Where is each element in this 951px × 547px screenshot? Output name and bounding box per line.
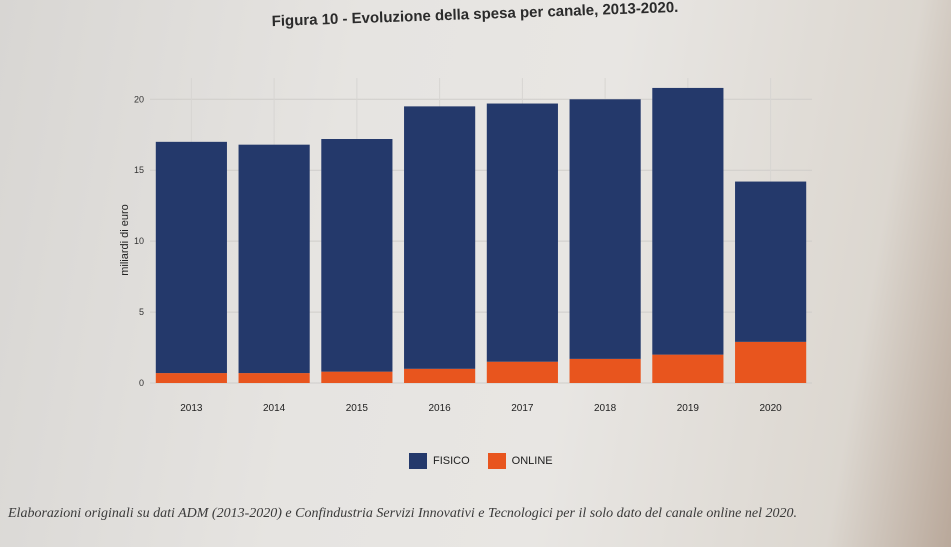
x-tick-label: 2013 <box>180 403 203 414</box>
bar-fisico-2020 <box>735 181 807 342</box>
y-tick-label: 0 <box>139 378 144 388</box>
source-note: Elaborazioni originali su dati ADM (2013… <box>8 506 797 521</box>
x-tick-label: 2018 <box>594 403 617 414</box>
legend-label-fisico: FISICO <box>433 455 470 467</box>
bar-fisico-2013 <box>155 141 227 374</box>
bar-online-2014 <box>238 373 310 383</box>
x-tick-label: 2017 <box>511 403 534 414</box>
bar-fisico-2019 <box>652 87 724 355</box>
x-tick-labels: 2013 2014 2015 2016 2017 2018 2019 2020 <box>180 403 782 414</box>
y-axis-label: miliardi di euro <box>119 204 131 276</box>
y-tick-label: 15 <box>134 165 144 175</box>
y-tick-label: 10 <box>134 236 144 246</box>
x-tick-label: 2016 <box>429 403 452 414</box>
bars-layer <box>155 87 807 383</box>
bar-online-2018 <box>569 358 641 383</box>
x-tick-label: 2019 <box>677 403 700 414</box>
x-tick-label: 2015 <box>346 403 369 414</box>
bar-online-2016 <box>404 368 476 383</box>
legend: FISICO ONLINE <box>409 451 563 471</box>
y-tick-label: 5 <box>139 307 144 317</box>
legend-label-online: ONLINE <box>511 455 553 467</box>
bar-fisico-2017 <box>486 103 558 362</box>
bar-online-2015 <box>321 371 393 383</box>
bar-online-2020 <box>735 341 807 383</box>
x-tick-label: 2020 <box>760 403 783 414</box>
y-tick-label: 20 <box>134 94 144 104</box>
bar-online-2017 <box>486 361 558 383</box>
x-tick-label: 2014 <box>263 403 286 414</box>
legend-swatch-online <box>487 453 506 469</box>
y-tick-labels: 0 5 10 15 20 <box>134 94 144 388</box>
bar-fisico-2016 <box>404 106 476 369</box>
bar-fisico-2015 <box>321 139 393 372</box>
bar-fisico-2014 <box>238 144 310 374</box>
legend-swatch-fisico <box>409 453 427 469</box>
legend-item-fisico: FISICO <box>409 453 470 469</box>
bar-fisico-2018 <box>569 99 641 359</box>
y-axis-label-box: miliardi di euro <box>100 190 150 290</box>
bar-online-2013 <box>155 373 227 383</box>
bar-online-2019 <box>652 354 724 383</box>
legend-item-online: ONLINE <box>487 453 553 469</box>
